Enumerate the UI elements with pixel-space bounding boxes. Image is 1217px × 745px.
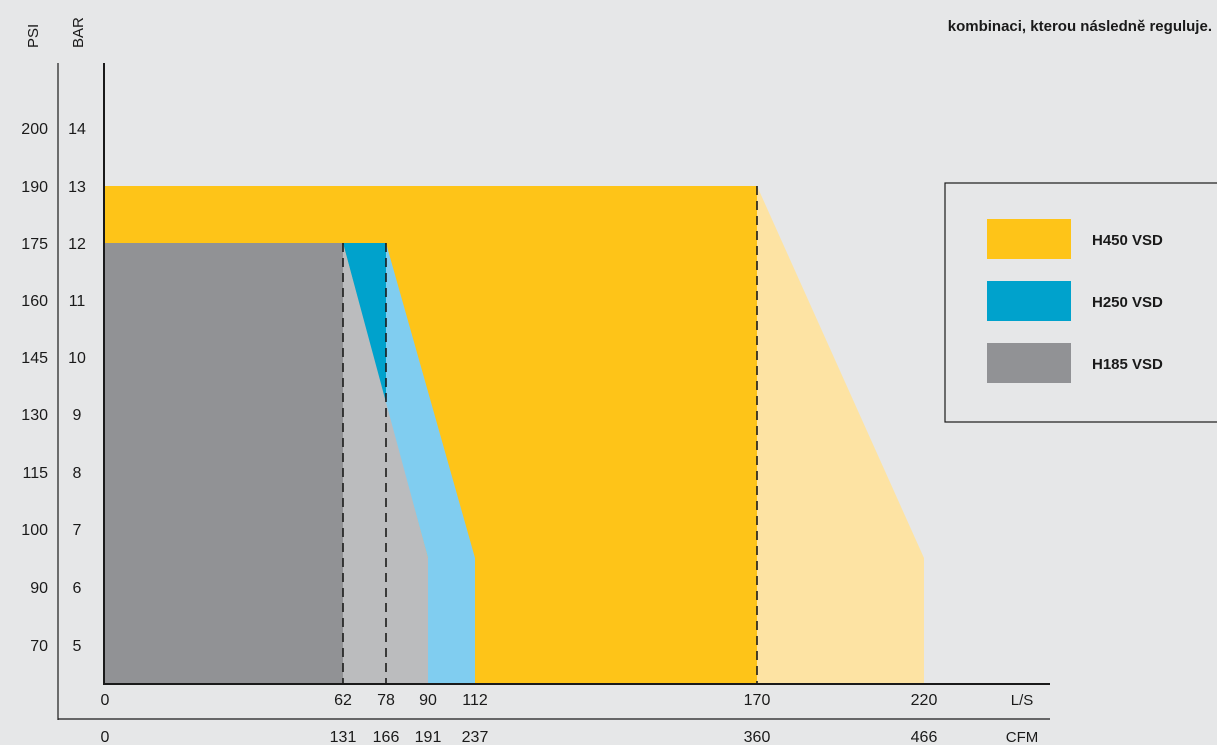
- x-tick-cfm: 466: [911, 729, 938, 745]
- area-layer: [105, 186, 924, 684]
- x-tick-cfm: 131: [330, 729, 357, 745]
- x-tick-ls: 220: [911, 692, 938, 709]
- x-tick-ls: 90: [419, 692, 437, 709]
- y-axis-unit-psi: PSI: [25, 24, 42, 48]
- x-tick-cfm: 360: [744, 729, 771, 745]
- legend-swatch: [987, 281, 1071, 321]
- y-tick-bar: 10: [68, 350, 86, 367]
- y-tick-psi: 115: [22, 465, 48, 482]
- y-tick-bar: 6: [73, 580, 82, 597]
- y-tick-bar: 8: [73, 465, 82, 482]
- y-tick-psi: 160: [21, 293, 48, 310]
- x-tick-ls: 0: [101, 692, 110, 709]
- y-tick-psi: 190: [21, 179, 48, 196]
- y-tick-bar: 11: [69, 293, 86, 310]
- x-tick-ls: 170: [744, 692, 771, 709]
- y-tick-psi: 90: [30, 580, 48, 597]
- y-tick-labels: 200 14 190 13 175 12 160 11 145 10 130 9 115 8 100 7 90 6…: [21, 121, 86, 655]
- y-axis-unit-bar: BAR: [70, 17, 87, 48]
- x-axis-unit-cfm: CFM: [1006, 729, 1039, 745]
- x-tick-cfm: 191: [415, 729, 442, 745]
- h185-area: [105, 243, 343, 684]
- y-tick-bar: 5: [73, 638, 82, 655]
- y-tick-bar: 7: [73, 522, 82, 539]
- y-tick-bar: 14: [68, 121, 86, 138]
- axes: [57, 63, 1050, 720]
- x-tick-ls: 112: [462, 692, 488, 709]
- y-tick-psi: 100: [21, 522, 48, 539]
- y-tick-psi: 130: [21, 407, 48, 424]
- h450-fade-area: [757, 186, 924, 684]
- x-axis-unit-ls: L/S: [1011, 692, 1034, 709]
- y-tick-psi: 175: [21, 236, 48, 253]
- x-tick-labels: 0 0 62 131 78 166 90 191 112 237 170 360 220 466: [101, 692, 938, 745]
- x-tick-cfm: 0: [101, 729, 110, 745]
- legend-label: H185 VSD: [1092, 356, 1163, 373]
- x-tick-cfm: 237: [462, 729, 489, 745]
- y-tick-psi: 145: [21, 350, 48, 367]
- y-tick-bar: 12: [68, 236, 86, 253]
- x-tick-ls: 78: [377, 692, 395, 709]
- y-tick-bar: 13: [68, 179, 86, 196]
- header-note: kombinaci, kterou následně reguluje.: [948, 18, 1212, 35]
- legend-box: [944, 182, 1217, 423]
- y-tick-psi: 200: [21, 121, 48, 138]
- legend-label: H250 VSD: [1092, 294, 1163, 311]
- legend-swatch: [987, 219, 1071, 259]
- legend-swatch: [987, 343, 1071, 383]
- h185-fade-area: [343, 243, 428, 684]
- y-tick-bar: 9: [73, 407, 82, 424]
- legend: H450 VSD H250 VSD H185 VSD: [944, 182, 1217, 423]
- x-tick-ls: 62: [334, 692, 352, 709]
- x-tick-cfm: 166: [373, 729, 400, 745]
- flow-guide-lines: [342, 186, 758, 684]
- y-tick-psi: 70: [30, 638, 48, 655]
- h250-fade-area: [386, 243, 475, 684]
- legend-label: H450 VSD: [1092, 232, 1163, 249]
